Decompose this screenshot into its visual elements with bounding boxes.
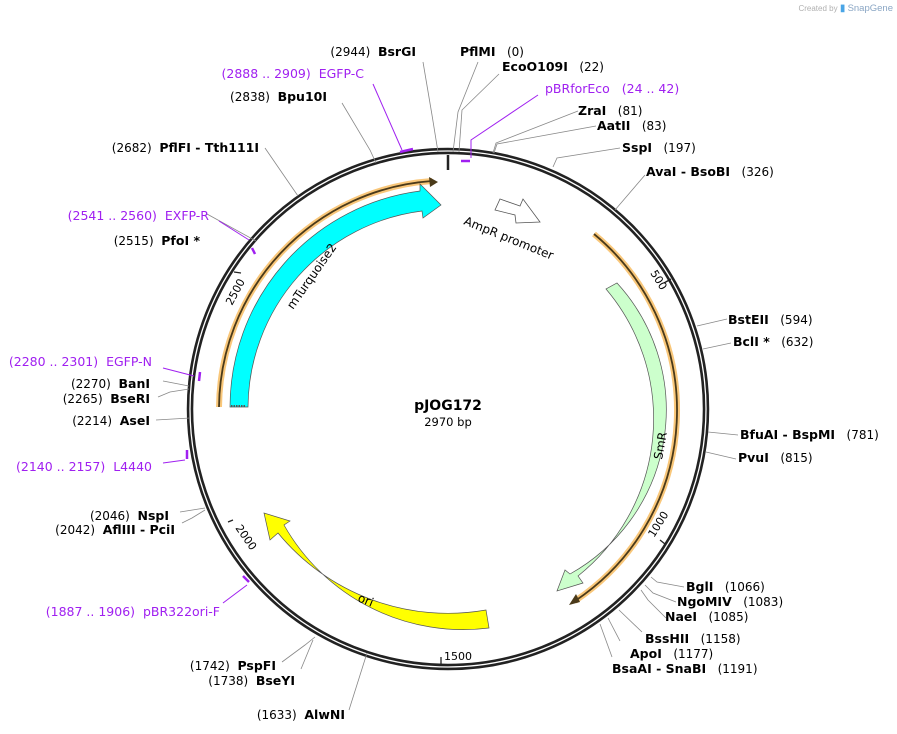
plasmid-title: pJOG172 2970 bp [414, 398, 482, 429]
site-label[interactable]: AatII (83) [597, 118, 667, 134]
svg-text:ori: ori [356, 591, 376, 610]
scale-labels: 500 1000 1500 2000 2500 [223, 268, 671, 663]
site-label[interactable]: (2265) BseRI [62, 391, 150, 407]
credit-prefix: Created by [798, 4, 838, 13]
plasmid-name: pJOG172 [414, 398, 482, 414]
feature-ori: ori [263, 512, 490, 630]
site-label[interactable]: BfuAI - BspMI (781) [740, 427, 879, 443]
svg-text:2000: 2000 [233, 522, 260, 552]
feature-ampr-promoter: AmpR promoter [462, 198, 556, 263]
site-label[interactable]: (2515) PfoI * [113, 233, 200, 249]
svg-text:SmR: SmR [651, 431, 670, 461]
orf-cw [216, 177, 438, 408]
site-label[interactable]: (2682) PflFI - Tth111I [111, 140, 259, 156]
site-label[interactable]: ApoI (1177) [630, 646, 714, 662]
feature-smr: SmR [556, 282, 670, 592]
credit-brand: SnapGene [847, 3, 893, 14]
site-label[interactable]: (1633) AlwNI [256, 707, 345, 723]
site-label[interactable]: (2214) AseI [72, 413, 150, 429]
site-label[interactable]: (2944) BsrGI [330, 44, 416, 60]
primer-leader-lines [162, 83, 539, 604]
primer-label[interactable]: (2140 .. 2157) L4440 [15, 459, 152, 474]
primer-label[interactable]: (2541 .. 2560) EXFP-R [67, 208, 209, 223]
primer-label[interactable]: (1887 .. 1906) pBR322ori-F [45, 604, 220, 619]
site-label[interactable]: (1738) BseYI [208, 673, 295, 689]
site-label[interactable]: (2046) NspI [89, 508, 169, 524]
primer-label[interactable]: pBRforEco (24 .. 42) [545, 81, 680, 96]
site-label[interactable]: BclI * (632) [733, 334, 814, 350]
svg-text:AmpR promoter: AmpR promoter [462, 214, 556, 263]
site-label[interactable]: (2042) AflIII - PciI [55, 522, 175, 538]
site-label[interactable]: BsaAI - SnaBI (1191) [612, 661, 758, 677]
site-label[interactable]: ZraI (81) [578, 103, 643, 119]
site-label[interactable]: BglI (1066) [686, 579, 765, 595]
primer-marks [185, 147, 470, 583]
site-label[interactable]: SspI (197) [622, 140, 696, 156]
snapgene-credit: Created by ▮ SnapGene [798, 3, 893, 14]
site-label[interactable]: NaeI (1085) [665, 609, 749, 625]
orf-ccw [569, 231, 681, 605]
feature-mturquoise2: mTurquoise2 [229, 183, 442, 408]
site-label[interactable]: PflMI (0) [460, 44, 524, 60]
site-label[interactable]: BstEII (594) [728, 312, 813, 328]
site-label[interactable]: (2838) Bpu10I [230, 89, 327, 105]
plasmid-length: 2970 bp [424, 415, 472, 429]
site-label[interactable]: (2270) BanI [70, 376, 150, 392]
site-label[interactable]: PvuI (815) [738, 450, 813, 466]
backbone [186, 147, 710, 671]
site-leader-lines [155, 61, 739, 711]
svg-text:1500: 1500 [444, 650, 472, 663]
primer-label[interactable]: (2888 .. 2909) EGFP-C [221, 66, 364, 81]
site-label[interactable]: NgoMIV (1083) [677, 594, 784, 610]
scale-ticks [227, 271, 672, 664]
site-label[interactable]: EcoO109I (22) [502, 59, 604, 75]
site-label[interactable]: AvaI - BsoBI (326) [646, 164, 774, 180]
primer-label[interactable]: (2280 .. 2301) EGFP-N [8, 354, 152, 369]
snapgene-logo-icon: ▮ [839, 3, 846, 14]
site-label[interactable]: (1742) PspFI [189, 658, 276, 674]
site-label[interactable]: BssHII (1158) [645, 631, 741, 647]
